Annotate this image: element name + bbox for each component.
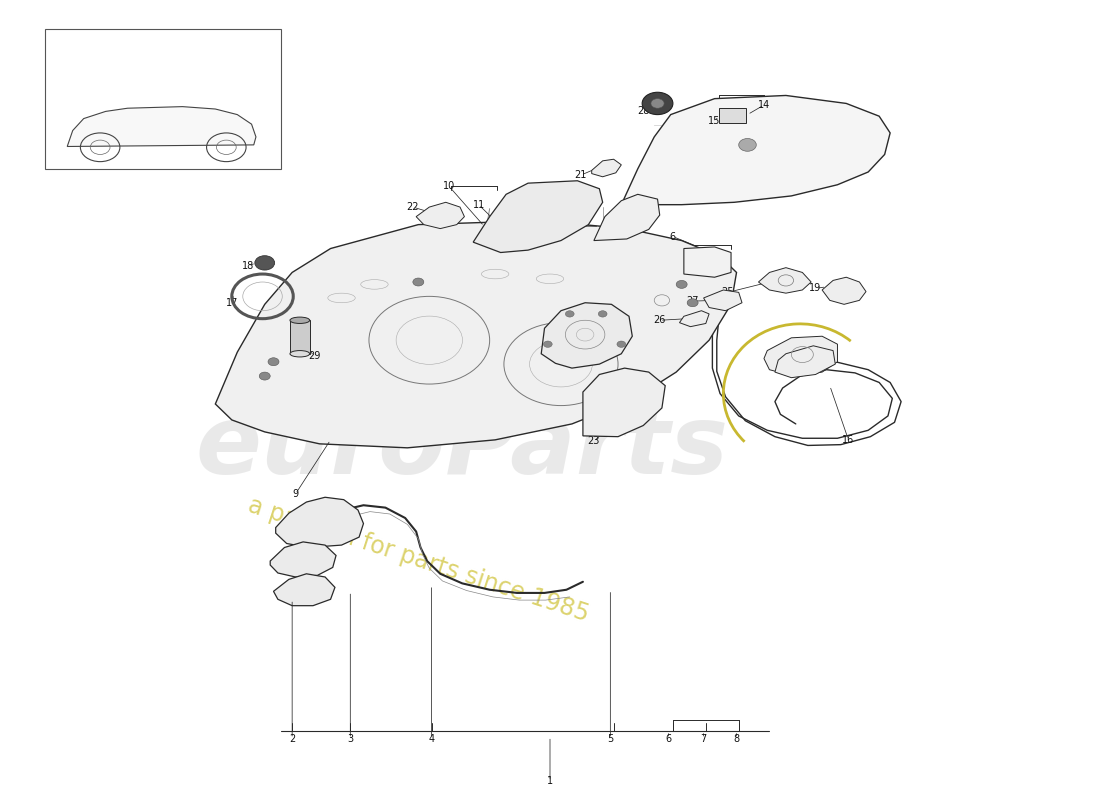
Text: 20: 20: [807, 343, 820, 353]
Polygon shape: [274, 574, 334, 606]
Text: 10: 10: [443, 182, 455, 191]
Polygon shape: [616, 95, 890, 217]
Bar: [290, 320, 310, 354]
Text: 3: 3: [348, 734, 353, 744]
Polygon shape: [822, 278, 866, 304]
Circle shape: [617, 341, 626, 347]
Polygon shape: [594, 194, 660, 241]
Text: 17: 17: [226, 298, 238, 308]
Text: 8: 8: [734, 734, 739, 744]
Circle shape: [739, 138, 757, 151]
Polygon shape: [271, 542, 336, 577]
Text: 26: 26: [653, 315, 666, 326]
Circle shape: [676, 281, 688, 288]
Polygon shape: [473, 181, 603, 253]
Text: 29: 29: [308, 351, 320, 361]
Polygon shape: [276, 498, 363, 547]
Polygon shape: [67, 106, 256, 146]
Text: 5: 5: [607, 734, 614, 744]
Polygon shape: [583, 368, 666, 437]
Polygon shape: [759, 268, 811, 293]
Circle shape: [598, 310, 607, 317]
Text: 4: 4: [428, 734, 435, 744]
Text: 14: 14: [758, 100, 770, 110]
Circle shape: [543, 341, 552, 347]
Text: a passion for parts since 1985: a passion for parts since 1985: [245, 493, 592, 626]
Polygon shape: [216, 221, 737, 448]
Circle shape: [412, 278, 424, 286]
Text: 23: 23: [587, 437, 601, 446]
Text: 2: 2: [289, 734, 295, 744]
Circle shape: [565, 310, 574, 317]
Text: 11: 11: [473, 200, 485, 210]
Polygon shape: [680, 310, 710, 326]
Polygon shape: [704, 290, 742, 310]
Circle shape: [260, 372, 271, 380]
Polygon shape: [541, 302, 632, 368]
Text: 28: 28: [637, 106, 649, 117]
Text: 19: 19: [810, 283, 822, 294]
Circle shape: [255, 256, 275, 270]
Text: 12: 12: [532, 222, 546, 231]
Ellipse shape: [290, 350, 310, 357]
Text: 21: 21: [574, 170, 587, 180]
Polygon shape: [416, 202, 464, 229]
Text: 6: 6: [666, 734, 672, 744]
Text: 27: 27: [686, 296, 698, 306]
Text: 1: 1: [547, 776, 553, 786]
Text: 15: 15: [708, 116, 720, 126]
Text: 16: 16: [843, 435, 855, 445]
Polygon shape: [592, 159, 622, 177]
Bar: [45, 30, 282, 169]
Text: 22: 22: [407, 202, 419, 212]
Bar: [719, 108, 747, 122]
Polygon shape: [774, 346, 835, 378]
Text: 6: 6: [670, 231, 676, 242]
Text: 7: 7: [701, 734, 706, 744]
Polygon shape: [684, 247, 732, 278]
Text: euroParts: euroParts: [196, 402, 729, 494]
Text: 25: 25: [722, 287, 734, 298]
Circle shape: [688, 298, 698, 306]
Circle shape: [642, 92, 673, 114]
Text: 18: 18: [242, 261, 254, 271]
Circle shape: [268, 358, 279, 366]
Text: 13: 13: [796, 367, 808, 377]
Polygon shape: [764, 336, 837, 376]
Ellipse shape: [290, 317, 310, 323]
Text: 9: 9: [293, 489, 298, 499]
Circle shape: [651, 98, 664, 108]
